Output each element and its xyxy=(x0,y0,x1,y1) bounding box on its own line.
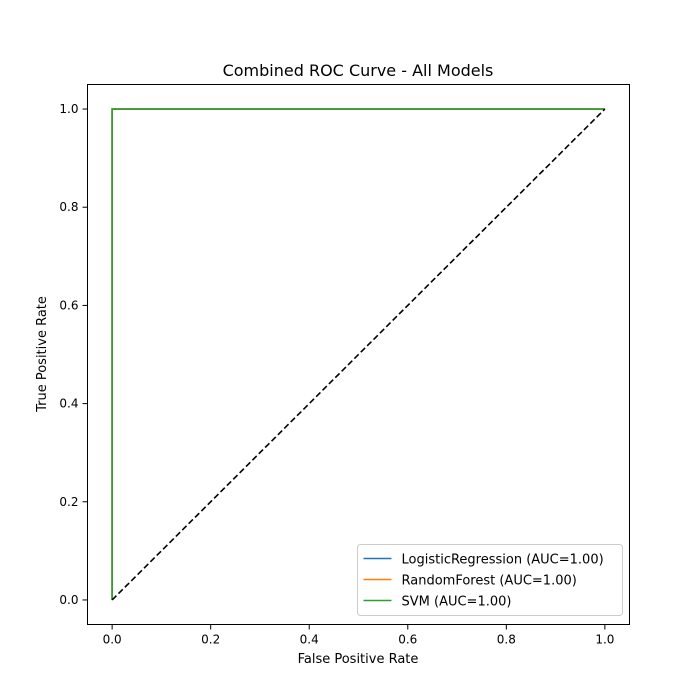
series-line-svm xyxy=(111,108,605,600)
y-tick-label: 0.0 xyxy=(59,593,78,607)
x-tick-label: 0.0 xyxy=(103,633,122,647)
y-tick-label: 1.0 xyxy=(59,102,78,116)
x-tick-label: 0.2 xyxy=(201,633,220,647)
legend-entry-label: RandomForest (AUC=1.00) xyxy=(402,574,577,589)
chart-title: Combined ROC Curve - All Models xyxy=(223,61,494,80)
x-axis-ticks: 0.0 0.2 0.4 0.6 0.8 1.0 xyxy=(103,624,614,647)
plot-area xyxy=(111,108,606,601)
reference-diagonal-line xyxy=(111,108,606,601)
y-tick-label: 0.2 xyxy=(59,495,78,509)
plot-frame xyxy=(87,84,630,625)
x-tick-label: 1.0 xyxy=(595,633,614,647)
legend-entry-label: SVM (AUC=1.00) xyxy=(402,595,512,610)
x-tick-label: 0.4 xyxy=(300,633,319,647)
y-tick-label: 0.4 xyxy=(59,397,78,411)
y-axis-label: True Positive Rate xyxy=(35,296,50,413)
y-tick-label: 0.6 xyxy=(59,298,78,312)
legend-entry-label: LogisticRegression (AUC=1.00) xyxy=(402,553,604,568)
x-axis-label: False Positive Rate xyxy=(298,652,419,667)
y-axis-ticks: 0.0 0.2 0.4 0.6 0.8 1.0 xyxy=(59,102,88,607)
x-tick-label: 0.6 xyxy=(398,633,417,647)
y-tick-label: 0.8 xyxy=(59,200,78,214)
legend: LogisticRegression (AUC=1.00) RandomFores… xyxy=(357,544,623,616)
legend-box xyxy=(357,544,623,616)
x-tick-label: 0.8 xyxy=(497,633,516,647)
